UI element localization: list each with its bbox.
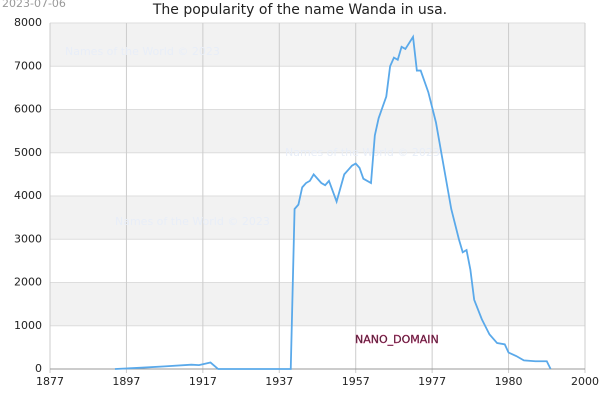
y-tick-label: 2000	[14, 276, 42, 289]
y-tick-label: 5000	[14, 146, 42, 159]
line	[114, 34, 552, 370]
x-tick-label: 2000	[571, 375, 599, 388]
watermark: Names of the World © 2023	[65, 45, 220, 58]
chart-title: The popularity of the name Wanda in usa.	[152, 2, 447, 18]
x-tick-label: 1897	[112, 375, 140, 388]
band	[50, 109, 585, 153]
x-tick-label: 1877	[36, 375, 64, 388]
x-tick-label: 1980	[495, 375, 523, 388]
x-tick-label: 1937	[265, 375, 293, 388]
y-tick-label: 0	[35, 362, 42, 375]
watermark: Names of the World © 2023	[285, 146, 440, 159]
y-tick-label: 7000	[14, 59, 42, 72]
band	[50, 23, 585, 67]
y-tick-label: 8000	[14, 16, 42, 29]
x-tick-label: 1917	[189, 375, 217, 388]
annotation: NANO_DOMAIN	[355, 333, 439, 346]
watermark: Names of the World © 2023	[115, 215, 270, 228]
y-tick-label: 6000	[14, 103, 42, 116]
x-tick-label: 1957	[342, 375, 370, 388]
y-tick-label: 1000	[14, 319, 42, 332]
y-tick-label: 4000	[14, 189, 42, 202]
band	[50, 196, 585, 240]
y-tick-label: 3000	[14, 232, 42, 245]
date-label: 2023-07-06	[2, 0, 66, 10]
x-tick-label: 1977	[418, 375, 446, 388]
band	[50, 282, 585, 326]
